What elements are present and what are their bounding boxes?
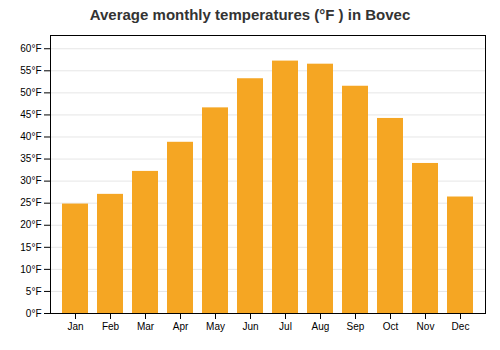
svg-text:5°F: 5°F (26, 286, 42, 297)
svg-text:25°F: 25°F (20, 197, 41, 208)
svg-text:Aug: Aug (312, 321, 330, 332)
svg-text:Feb: Feb (102, 321, 120, 332)
svg-text:50°F: 50°F (20, 87, 41, 98)
svg-text:Sep: Sep (347, 321, 365, 332)
svg-text:Dec: Dec (452, 321, 470, 332)
svg-text:Jul: Jul (279, 321, 292, 332)
svg-text:55°F: 55°F (20, 65, 41, 76)
svg-text:Jan: Jan (67, 321, 83, 332)
svg-text:Jun: Jun (242, 321, 258, 332)
svg-text:40°F: 40°F (20, 131, 41, 142)
svg-text:Apr: Apr (173, 321, 189, 332)
html-text:Average monthly temperatures (: Average monthly temperatures (°F ) in Bo… (89, 6, 411, 23)
svg-text:Nov: Nov (417, 321, 435, 332)
svg-text:35°F: 35°F (20, 153, 41, 164)
svg-text:60°F: 60°F (20, 43, 41, 54)
svg-text:30°F: 30°F (20, 175, 41, 186)
svg-text:15°F: 15°F (20, 242, 41, 253)
svg-text:10°F: 10°F (20, 264, 41, 275)
svg-text:Oct: Oct (383, 321, 399, 332)
svg-text:20°F: 20°F (20, 219, 41, 230)
svg-text:Mar: Mar (137, 321, 155, 332)
svg-text:May: May (206, 321, 225, 332)
svg-text:0°F: 0°F (26, 308, 42, 319)
svg-text:45°F: 45°F (20, 109, 41, 120)
